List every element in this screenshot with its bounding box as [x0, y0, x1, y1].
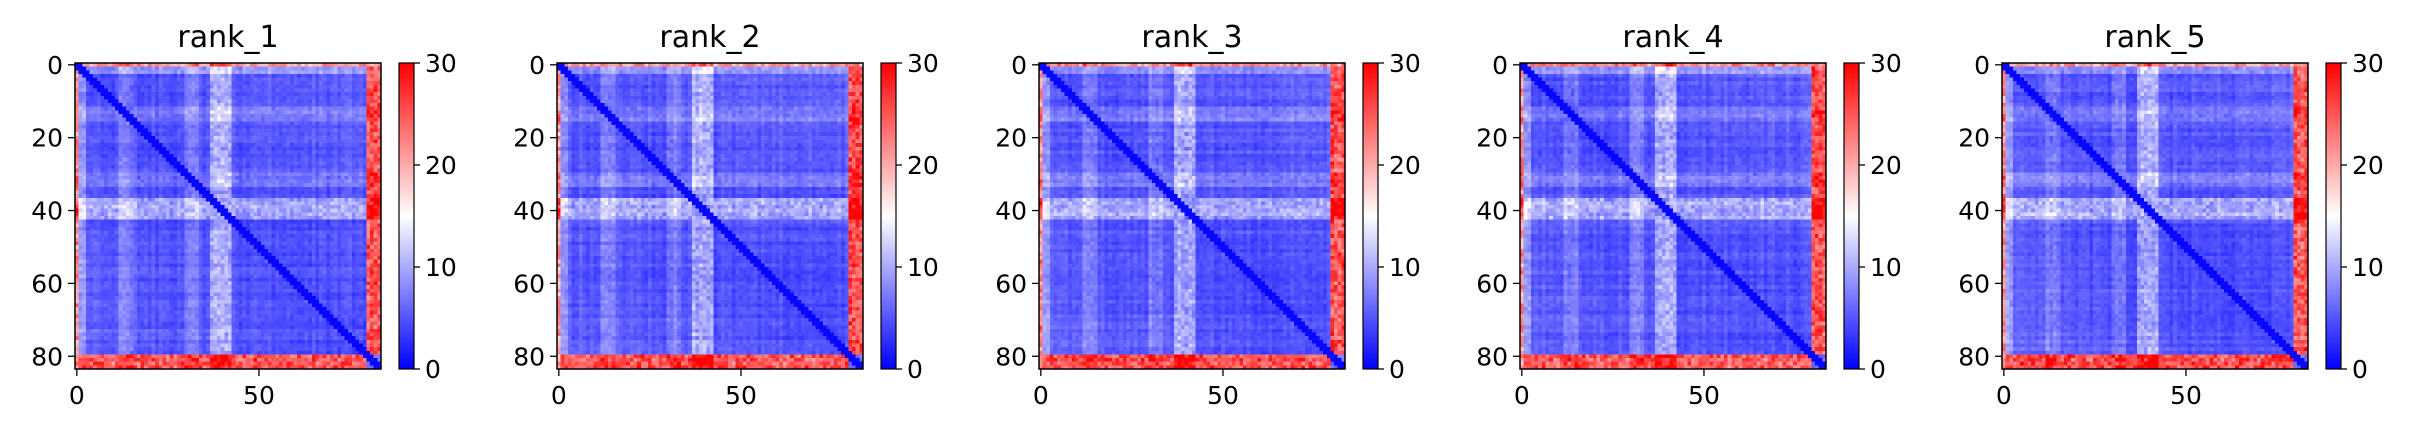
heatmap-image — [1039, 63, 1345, 369]
colorbar-tick-label: 10 — [1870, 253, 1902, 282]
x-tick-label: 0 — [69, 381, 85, 410]
colorbar — [880, 62, 897, 370]
panel-title: rank_1 — [177, 20, 278, 55]
colorbar-tick-label: 30 — [425, 49, 457, 78]
y-tick-label: 40 — [513, 197, 545, 226]
colorbar-tick-label: 20 — [1870, 151, 1902, 180]
y-tick-label: 0 — [529, 51, 545, 80]
colorbar-tick-label: 10 — [907, 253, 939, 282]
colorbar-tick-label: 20 — [907, 151, 939, 180]
y-tick-label: 40 — [31, 197, 63, 226]
y-tick-label: 0 — [1492, 51, 1508, 80]
x-tick-label: 50 — [2170, 381, 2202, 410]
y-tick-label: 20 — [1958, 124, 1990, 153]
colorbar-tick-label: 0 — [1389, 355, 1405, 384]
x-tick-label: 0 — [1996, 381, 2012, 410]
y-tick-label: 60 — [1958, 269, 1990, 298]
colorbar-tick-label: 30 — [2352, 49, 2384, 78]
y-tick-label: 0 — [1974, 51, 1990, 80]
y-tick-label: 80 — [995, 342, 1027, 371]
y-tick-label: 20 — [1476, 124, 1508, 153]
x-tick-label: 50 — [1688, 381, 1720, 410]
colorbar — [1843, 62, 1860, 370]
heatmap-image — [557, 63, 863, 369]
colorbar-tick-label: 0 — [2352, 355, 2368, 384]
y-tick-label: 60 — [995, 269, 1027, 298]
x-tick-label: 50 — [1207, 381, 1239, 410]
panel-title: rank_4 — [1622, 20, 1723, 55]
colorbar-tick-label: 10 — [1389, 253, 1421, 282]
axes-frame — [556, 62, 864, 370]
y-tick-label: 40 — [995, 197, 1027, 226]
colorbar-tick-label: 10 — [425, 253, 457, 282]
heatmap-image — [2002, 63, 2308, 369]
colorbar-tick-label: 0 — [907, 355, 923, 384]
y-tick-label: 20 — [513, 124, 545, 153]
colorbar — [398, 62, 415, 370]
y-tick-label: 60 — [513, 269, 545, 298]
axes-frame — [1038, 62, 1346, 370]
y-tick-label: 0 — [47, 51, 63, 80]
y-tick-label: 80 — [1476, 342, 1508, 371]
colorbar — [1362, 62, 1379, 370]
x-tick-label: 50 — [243, 381, 275, 410]
x-tick-label: 0 — [1514, 381, 1530, 410]
y-tick-label: 80 — [513, 342, 545, 371]
panel-title: rank_2 — [659, 20, 760, 55]
axes-frame — [2001, 62, 2309, 370]
y-tick-label: 40 — [1958, 197, 1990, 226]
colorbar-tick-label: 0 — [1870, 355, 1886, 384]
y-tick-label: 40 — [1476, 197, 1508, 226]
panel-title: rank_3 — [1141, 20, 1242, 55]
heatmap-image — [1520, 63, 1826, 369]
y-tick-label: 60 — [31, 269, 63, 298]
colorbar-tick-label: 20 — [2352, 151, 2384, 180]
colorbar-tick-label: 20 — [425, 151, 457, 180]
y-tick-label: 80 — [31, 342, 63, 371]
colorbar-tick-label: 30 — [1389, 49, 1421, 78]
x-tick-label: 0 — [1033, 381, 1049, 410]
heatmap-image — [75, 63, 381, 369]
colorbar-tick-label: 0 — [425, 355, 441, 384]
colorbar-tick-label: 30 — [907, 49, 939, 78]
panel-title: rank_5 — [2104, 20, 2205, 55]
x-tick-label: 0 — [551, 381, 567, 410]
y-tick-label: 20 — [995, 124, 1027, 153]
axes-frame — [74, 62, 382, 370]
colorbar — [2325, 62, 2342, 370]
y-tick-label: 0 — [1011, 51, 1027, 80]
y-tick-label: 20 — [31, 124, 63, 153]
axes-frame — [1519, 62, 1827, 370]
colorbar-tick-label: 10 — [2352, 253, 2384, 282]
colorbar-tick-label: 20 — [1389, 151, 1421, 180]
colorbar-tick-label: 30 — [1870, 49, 1902, 78]
y-tick-label: 60 — [1476, 269, 1508, 298]
y-tick-label: 80 — [1958, 342, 1990, 371]
x-tick-label: 50 — [725, 381, 757, 410]
